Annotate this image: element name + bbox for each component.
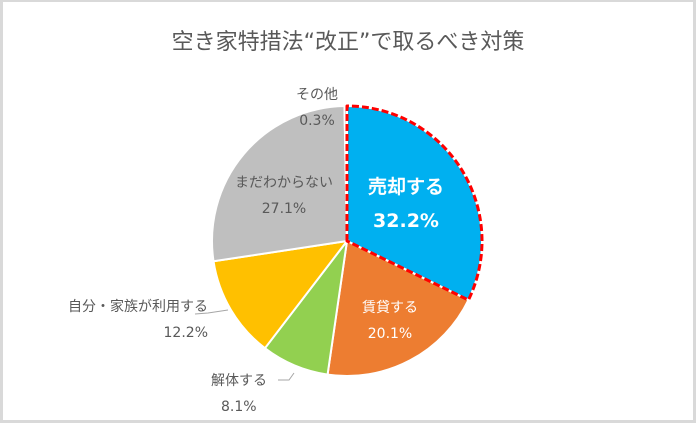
pie-slice-jibun	[212, 239, 350, 350]
label-chintai-name: 賃貸する	[362, 300, 418, 316]
chart-title: 空き家特措法“改正”で取るべき対策	[171, 30, 525, 55]
leader-line-jibun	[194, 309, 229, 315]
label-madawakaranai-value: 27.1%	[261, 201, 307, 217]
label-jibun-value: 12.2%	[163, 325, 208, 341]
label-kaitai-value: 8.1%	[221, 399, 257, 415]
frame-border-right	[693, 0, 696, 423]
label-kaitai-name: 解体する	[211, 373, 267, 389]
label-madawakaranai: まだわからない 27.1%	[224, 170, 344, 222]
label-jibun: 自分・家族が利用する 12.2%	[48, 294, 208, 346]
label-baikyaku-name: 売却する	[367, 176, 444, 198]
pie-slice-chintai	[326, 239, 470, 377]
label-sonota: その他 0.3%	[282, 82, 352, 134]
frame-border-bottom	[0, 420, 696, 423]
pie-slice-madawakaranai	[211, 105, 349, 263]
frame-border-top	[0, 0, 696, 2]
label-jibun-name: 自分・家族が利用する	[68, 299, 208, 315]
label-kaitai: 解体する 8.1%	[195, 368, 295, 420]
label-sonota-name: その他	[296, 87, 338, 103]
highlight-outline	[345, 104, 484, 302]
label-sonota-value: 0.3%	[299, 113, 335, 129]
highlight-dashed-outline	[345, 104, 484, 302]
label-baikyaku-value: 32.2%	[373, 210, 439, 232]
label-baikyaku: 売却する 32.2%	[356, 170, 456, 238]
label-chintai: 賃貸する 20.1%	[340, 295, 440, 347]
frame-border-left	[0, 0, 3, 423]
leader-line-kaitai	[278, 372, 295, 381]
label-madawakaranai-name: まだわからない	[235, 175, 333, 191]
leader-lines	[194, 309, 295, 381]
label-chintai-value: 20.1%	[367, 326, 413, 342]
